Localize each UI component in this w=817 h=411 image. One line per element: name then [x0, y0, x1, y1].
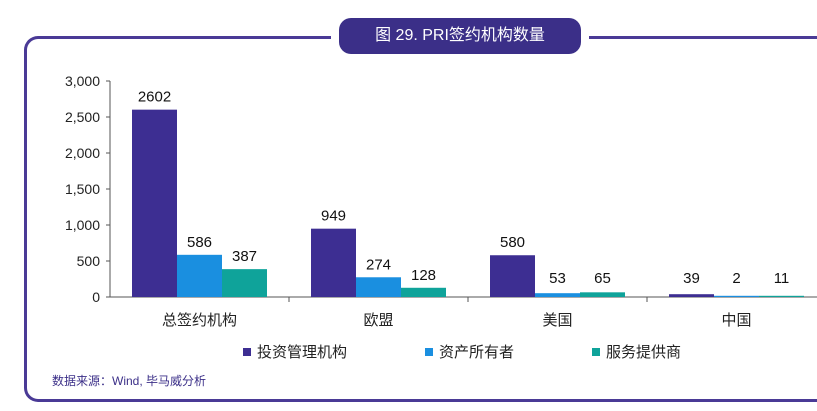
y-tick-label: 2,000 — [65, 145, 100, 161]
legend-label: 服务提供商 — [606, 344, 682, 361]
x-category-label: 中国 — [721, 312, 751, 329]
x-category-label: 总签约机构 — [162, 312, 237, 329]
data-labels-group: 2602 586 387 949 274 128 580 53 65 39 2 11 — [138, 89, 789, 287]
bar-3-1 — [714, 295, 759, 297]
chart-title: 图 29. PRI签约机构数量 — [339, 18, 581, 54]
data-label-0-0: 2602 — [138, 89, 171, 106]
bar-0-1 — [177, 254, 222, 297]
data-label-1-2: 128 — [411, 267, 436, 284]
legend-swatch — [592, 347, 600, 356]
x-category-label: 美国 — [542, 312, 572, 329]
x-axis: 总签约机构 欧盟 美国 中国 — [110, 296, 817, 329]
x-category-label: 欧盟 — [363, 312, 393, 329]
bar-3-2 — [759, 295, 804, 297]
y-tick-label: 1,000 — [65, 217, 100, 233]
y-tick-label: 3,000 — [65, 73, 100, 89]
legend-item-series-2: 服务提供商 — [592, 341, 681, 362]
y-tick-label: 2,500 — [65, 109, 100, 125]
data-label-3-0: 39 — [683, 270, 700, 287]
data-label-1-1: 274 — [366, 256, 391, 273]
y-tick-label: 1,500 — [65, 181, 100, 197]
bar-1-0 — [311, 228, 356, 297]
y-tick-label: 0 — [92, 289, 100, 305]
legend-item-series-0: 投资管理机构 — [243, 341, 347, 362]
legend: 投资管理机构 资产所有者 服务提供商 — [0, 341, 817, 363]
bar-2-1 — [535, 293, 580, 297]
data-label-0-1: 586 — [187, 234, 212, 251]
data-label-3-1: 2 — [732, 270, 740, 287]
bar-3-0 — [669, 294, 714, 297]
bar-2-0 — [490, 255, 535, 297]
bar-0-2 — [222, 269, 267, 297]
data-label-2-1: 53 — [549, 270, 566, 287]
data-label-1-0: 949 — [321, 208, 346, 225]
bar-2-2 — [580, 292, 625, 297]
bars-group — [132, 109, 804, 297]
data-label-2-0: 580 — [500, 234, 525, 251]
legend-label: 资产所有者 — [439, 344, 515, 361]
bar-1-2 — [401, 287, 446, 297]
data-label-2-2: 65 — [594, 270, 611, 287]
legend-item-series-1: 资产所有者 — [425, 341, 514, 362]
data-source-note: 数据来源：Wind, 毕马威分析 — [52, 374, 207, 388]
data-label-0-2: 387 — [232, 248, 257, 265]
bar-0-0 — [132, 109, 177, 297]
legend-swatch — [243, 347, 251, 356]
y-tick-label: 500 — [77, 253, 101, 269]
legend-swatch — [425, 347, 433, 356]
data-label-3-2: 11 — [774, 270, 790, 287]
y-axis: 0 500 1,000 1,500 2,000 2,500 3,000 — [65, 73, 111, 305]
legend-label: 投资管理机构 — [257, 344, 348, 361]
bar-1-1 — [356, 277, 401, 297]
